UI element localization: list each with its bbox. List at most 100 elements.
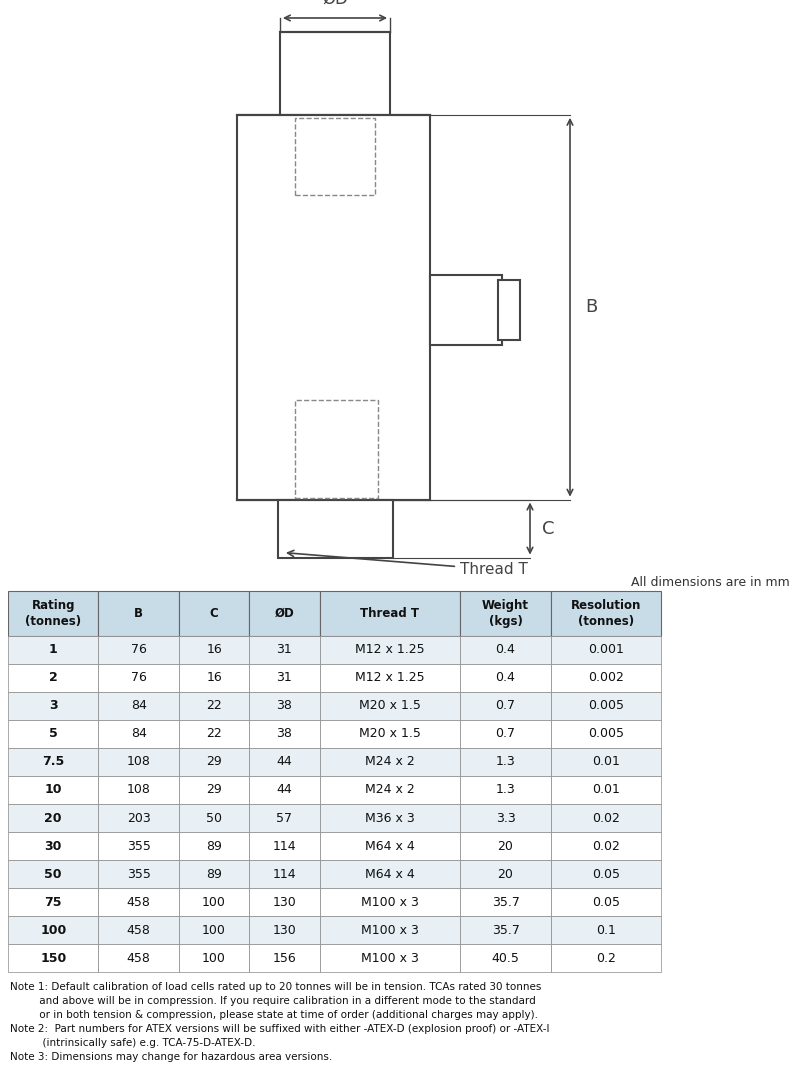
Text: C: C	[542, 520, 554, 537]
Text: 35.7: 35.7	[492, 895, 519, 908]
Text: 0.05: 0.05	[592, 867, 620, 880]
Text: 130: 130	[273, 924, 296, 937]
Bar	[319, 804, 460, 832]
Text: 0.2: 0.2	[596, 952, 616, 965]
Bar	[250, 720, 319, 747]
Text: 355: 355	[126, 840, 150, 853]
Text: M100 x 3: M100 x 3	[361, 924, 419, 937]
Text: 100: 100	[40, 924, 66, 937]
Bar	[179, 591, 250, 635]
Text: 76: 76	[130, 671, 146, 684]
Bar	[319, 720, 460, 747]
Bar	[319, 692, 460, 720]
Bar	[179, 804, 250, 832]
Bar	[98, 591, 179, 635]
Text: Note 2:  Part numbers for ATEX versions will be suffixed with either -ATEX-D (ex: Note 2: Part numbers for ATEX versions w…	[10, 1024, 550, 1035]
Text: Resolution
(tonnes): Resolution (tonnes)	[571, 598, 642, 628]
Bar	[278, 499, 393, 557]
Bar	[179, 664, 250, 692]
Text: 203: 203	[126, 812, 150, 825]
Text: 89: 89	[206, 840, 222, 853]
Text: 35.7: 35.7	[492, 924, 519, 937]
Bar	[179, 888, 250, 916]
Text: 76: 76	[130, 643, 146, 656]
Bar	[319, 860, 460, 888]
Text: 3: 3	[49, 700, 58, 713]
Bar	[250, 804, 319, 832]
Bar	[550, 916, 662, 944]
Text: Weight
(kgs): Weight (kgs)	[482, 598, 529, 628]
Bar	[550, 832, 662, 860]
Text: 29: 29	[206, 783, 222, 796]
Bar	[460, 804, 550, 832]
Bar	[179, 635, 250, 664]
Text: 458: 458	[126, 952, 150, 965]
Text: 2: 2	[49, 671, 58, 684]
Text: 0.1: 0.1	[596, 924, 616, 937]
Text: 89: 89	[206, 867, 222, 880]
Bar	[319, 916, 460, 944]
Bar	[250, 832, 319, 860]
Bar	[250, 664, 319, 692]
Bar	[550, 944, 662, 973]
Text: 100: 100	[202, 952, 226, 965]
Text: ØD: ØD	[274, 607, 294, 620]
Bar	[460, 747, 550, 776]
Bar	[98, 776, 179, 804]
Text: 458: 458	[126, 924, 150, 937]
Text: 20: 20	[45, 812, 62, 825]
Bar	[460, 692, 550, 720]
Text: 100: 100	[202, 924, 226, 937]
Text: All dimensions are in mm: All dimensions are in mm	[631, 576, 790, 589]
Text: 16: 16	[206, 671, 222, 684]
Text: M24 x 2: M24 x 2	[365, 783, 415, 796]
Text: ØD: ØD	[322, 0, 348, 8]
Bar	[460, 720, 550, 747]
Bar	[98, 916, 179, 944]
Text: 108: 108	[126, 783, 150, 796]
Text: C: C	[210, 607, 218, 620]
Text: 84: 84	[130, 700, 146, 713]
Text: Note 3: Dimensions may change for hazardous area versions.: Note 3: Dimensions may change for hazard…	[10, 1052, 332, 1062]
Text: 75: 75	[45, 895, 62, 908]
Text: 0.02: 0.02	[592, 840, 620, 853]
Text: 50: 50	[45, 867, 62, 880]
Text: M12 x 1.25: M12 x 1.25	[355, 643, 425, 656]
Text: 31: 31	[277, 671, 292, 684]
Bar	[280, 32, 390, 115]
Bar	[319, 635, 460, 664]
Bar	[550, 860, 662, 888]
Bar	[550, 635, 662, 664]
Text: M64 x 4: M64 x 4	[365, 867, 415, 880]
Bar	[460, 591, 550, 635]
Bar	[319, 591, 460, 635]
Bar	[550, 776, 662, 804]
Bar	[98, 804, 179, 832]
Bar	[98, 944, 179, 973]
Bar	[295, 399, 378, 497]
Text: B: B	[585, 298, 598, 317]
Text: 0.001: 0.001	[588, 643, 624, 656]
Bar	[8, 692, 98, 720]
Text: 156: 156	[273, 952, 296, 965]
Text: 0.002: 0.002	[588, 671, 624, 684]
Bar	[250, 916, 319, 944]
Bar	[460, 635, 550, 664]
Bar	[237, 115, 430, 499]
Text: 114: 114	[273, 840, 296, 853]
Text: 10: 10	[45, 783, 62, 796]
Bar	[550, 664, 662, 692]
Bar	[460, 832, 550, 860]
Bar	[460, 944, 550, 973]
Text: 40.5: 40.5	[492, 952, 519, 965]
Bar	[8, 747, 98, 776]
Bar	[550, 747, 662, 776]
Text: M100 x 3: M100 x 3	[361, 895, 419, 908]
Bar	[8, 916, 98, 944]
Bar	[179, 720, 250, 747]
Bar	[250, 888, 319, 916]
Text: 29: 29	[206, 755, 222, 768]
Bar	[550, 591, 662, 635]
Text: 1: 1	[49, 643, 58, 656]
Bar	[8, 635, 98, 664]
